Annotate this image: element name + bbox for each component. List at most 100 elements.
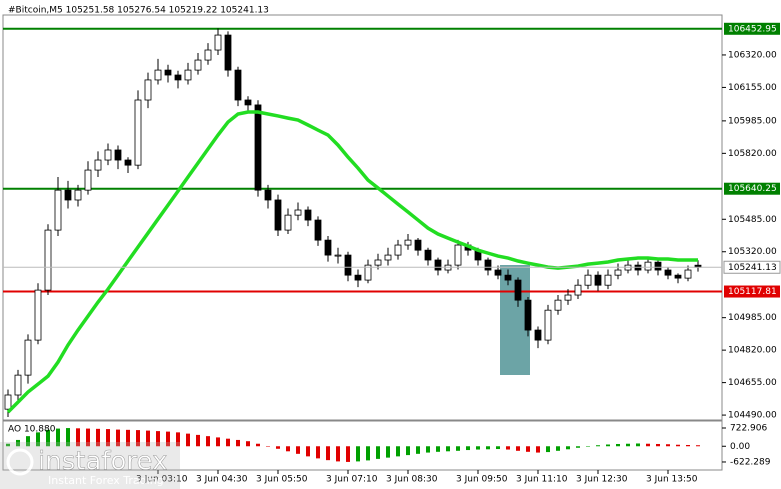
candle-body bbox=[214, 34, 222, 51]
chart-title: #Bitcoin,M5 105251.58 105276.54 105219.2… bbox=[8, 6, 269, 16]
price-frame bbox=[2, 14, 723, 421]
candle-body bbox=[664, 269, 672, 276]
ao-bar bbox=[616, 443, 620, 447]
candle-body bbox=[224, 34, 232, 71]
ao-bar bbox=[526, 446, 530, 452]
ao-bar bbox=[496, 446, 500, 450]
candle-body bbox=[284, 214, 292, 231]
candle-body bbox=[684, 269, 692, 279]
ao-bar bbox=[156, 431, 160, 447]
ao-bar bbox=[106, 429, 110, 447]
candle-body bbox=[674, 274, 682, 279]
candle-body bbox=[434, 259, 442, 271]
y-tick-label: 104985.00 bbox=[728, 313, 777, 323]
ao-bar bbox=[236, 439, 240, 447]
candle-body bbox=[124, 159, 132, 166]
ao-bar bbox=[536, 446, 540, 453]
ao-bar bbox=[206, 436, 210, 447]
candle-body bbox=[594, 274, 602, 286]
ao-bar bbox=[96, 428, 100, 447]
y-tick-label: 105985.00 bbox=[728, 116, 777, 126]
level-label: 105117.81 bbox=[728, 287, 777, 297]
ao-bar bbox=[396, 446, 400, 457]
candle-body bbox=[204, 49, 212, 61]
level-label-bg bbox=[724, 182, 780, 195]
level-label-bg bbox=[724, 22, 780, 35]
candle-body bbox=[534, 329, 542, 341]
candle-body bbox=[344, 254, 352, 276]
y-tick-label: 104490.00 bbox=[728, 411, 777, 421]
candle-body bbox=[164, 69, 172, 76]
candle-body bbox=[644, 261, 652, 271]
candle-body bbox=[514, 279, 522, 301]
candle-body bbox=[564, 294, 572, 301]
ao-bar bbox=[456, 446, 460, 451]
candle-body bbox=[4, 394, 12, 410]
candle-body bbox=[404, 239, 412, 246]
ao-frame bbox=[2, 420, 723, 471]
ao-bar bbox=[46, 429, 50, 447]
ao-bar bbox=[626, 443, 630, 447]
candle-body bbox=[324, 239, 332, 256]
ao-bar bbox=[676, 444, 680, 447]
ao-bar bbox=[276, 446, 280, 449]
candle-body bbox=[614, 269, 622, 276]
ao-bar bbox=[6, 443, 10, 447]
ao-bar bbox=[416, 446, 420, 454]
x-tick-label: 3 Jun 03:10 bbox=[136, 475, 188, 485]
ao-bar bbox=[506, 446, 510, 450]
watermark: instaforex Instant Forex Trading bbox=[0, 442, 180, 489]
candle-body bbox=[264, 189, 272, 201]
candle-body bbox=[384, 254, 392, 261]
ao-bar bbox=[586, 446, 590, 447]
candle-body bbox=[174, 74, 182, 81]
ao-bar bbox=[246, 441, 250, 447]
ao-bar bbox=[186, 433, 190, 447]
moving-average bbox=[6, 110, 698, 414]
candle-body bbox=[14, 374, 22, 396]
ao-bar bbox=[126, 429, 130, 447]
candle-body bbox=[134, 99, 142, 166]
candle-body bbox=[654, 261, 662, 271]
ao-bar bbox=[386, 446, 390, 458]
ao-bar bbox=[376, 446, 380, 459]
candle-body bbox=[244, 99, 252, 106]
ao-bar bbox=[76, 428, 80, 447]
candle-body bbox=[554, 299, 562, 311]
candle-body bbox=[114, 149, 122, 161]
candle-body bbox=[194, 59, 202, 71]
ao-bar bbox=[696, 445, 700, 447]
ao-bar bbox=[286, 446, 290, 452]
x-tick-label: 3 Jun 05:50 bbox=[256, 475, 308, 485]
candle-body bbox=[604, 274, 612, 286]
ao-bar bbox=[346, 446, 350, 462]
current-price-bg bbox=[723, 260, 781, 274]
ao-bar bbox=[606, 444, 610, 447]
ao-bar bbox=[296, 446, 300, 454]
y-tick-label: 105820.00 bbox=[728, 149, 777, 159]
ao-bar bbox=[16, 439, 20, 447]
ao-bar bbox=[306, 446, 310, 457]
ao-bar bbox=[576, 446, 580, 448]
candle-body bbox=[454, 244, 462, 266]
x-tick-label: 3 Jun 13:50 bbox=[646, 475, 698, 485]
ao-bar bbox=[196, 434, 200, 447]
candle-body bbox=[274, 199, 282, 231]
ao-bar bbox=[566, 446, 570, 450]
candle-body bbox=[44, 229, 52, 291]
candle-body bbox=[184, 69, 192, 81]
candle-body bbox=[54, 189, 62, 231]
x-tick-label: 3 Jun 09:50 bbox=[456, 475, 508, 485]
candle-body bbox=[494, 269, 502, 276]
ao-bar bbox=[646, 443, 650, 447]
ao-bar bbox=[146, 430, 150, 447]
candle-body bbox=[94, 159, 102, 171]
y-tick-label: 104820.00 bbox=[728, 346, 777, 356]
ao-bar bbox=[226, 438, 230, 447]
candle-body bbox=[24, 339, 32, 376]
candle-body bbox=[74, 189, 82, 201]
candle-body bbox=[334, 254, 342, 257]
y-tick-label: 105320.00 bbox=[728, 247, 777, 257]
ao-bar bbox=[636, 443, 640, 447]
